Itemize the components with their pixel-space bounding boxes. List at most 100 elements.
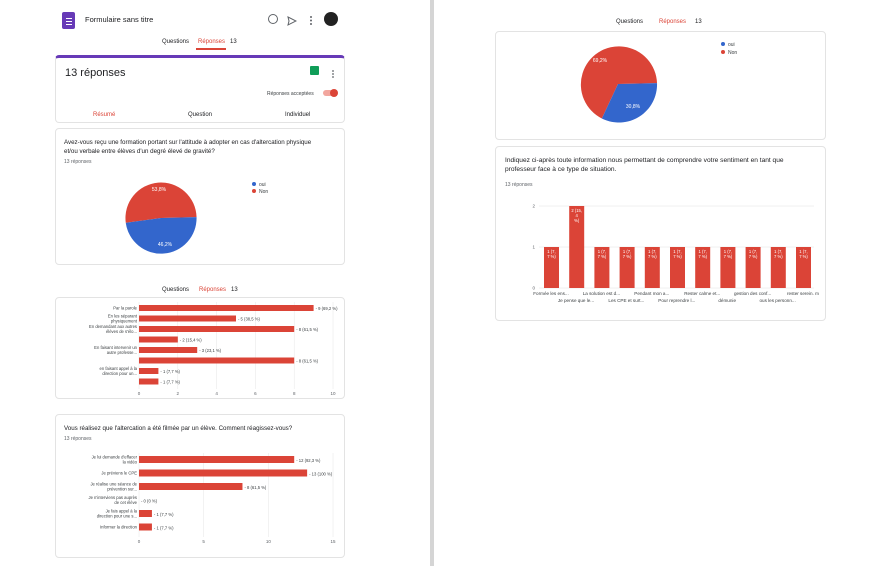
response-count: 13 réponses bbox=[505, 182, 533, 188]
x-tick-label: 4 bbox=[215, 391, 218, 396]
bar-value-label: 1 (7, bbox=[724, 249, 732, 254]
bar bbox=[770, 247, 786, 288]
tab-underline bbox=[196, 48, 226, 50]
y-tick-label: 1 bbox=[532, 245, 535, 250]
bar-value-label: 7 %) bbox=[799, 254, 808, 259]
category-label: en faisant appel à la bbox=[100, 366, 138, 371]
category-label: En faisant intervenir un bbox=[94, 345, 138, 350]
forms-logo-icon[interactable] bbox=[62, 12, 75, 29]
responses-count: 13 bbox=[230, 39, 237, 45]
x-tick-label: 2 bbox=[177, 391, 180, 396]
question-card-pie: 69,2% 30,8% oui Non bbox=[495, 31, 826, 140]
bar bbox=[569, 206, 585, 288]
view-individual[interactable]: Individuel bbox=[285, 112, 311, 118]
response-count: 13 réponses bbox=[64, 159, 92, 165]
responses-count: 13 bbox=[695, 19, 702, 25]
bar-value-label: 1 (7, bbox=[648, 249, 656, 254]
bar bbox=[796, 247, 811, 288]
x-tick-label: démunie bbox=[718, 298, 736, 303]
category-label: prévention sur... bbox=[107, 487, 137, 492]
legend-swatch-non bbox=[252, 189, 256, 193]
bar-value-label: 7 %) bbox=[774, 254, 783, 259]
bar-value-label: 7 %) bbox=[749, 254, 758, 259]
bar-chart: 0 5 10 15 - 12 (92,3 %) Je lui demande d'effa… bbox=[88, 453, 336, 544]
question-card-1: Avez-vous reçu une formation portant sur… bbox=[55, 128, 345, 265]
more-vert-icon[interactable] bbox=[331, 66, 335, 84]
x-tick-label: 10 bbox=[266, 539, 272, 544]
bar-value-label: 1 (7, bbox=[699, 249, 707, 254]
palette-icon[interactable] bbox=[268, 14, 278, 24]
bar bbox=[695, 247, 711, 288]
bar-value-label: 7 %) bbox=[724, 254, 733, 259]
x-tick-label: ous les personn... bbox=[759, 298, 795, 303]
question-title: Vous réalisez que l'altercation a été fi… bbox=[64, 425, 293, 432]
x-tick-label: Pendant mon a... bbox=[634, 291, 669, 296]
sheets-icon[interactable] bbox=[310, 66, 319, 75]
tab-questions[interactable]: Questions bbox=[616, 19, 644, 25]
bar-value-label: 1 (7, bbox=[749, 249, 757, 254]
category-label: élèves de s'élo... bbox=[106, 329, 137, 334]
bar bbox=[139, 368, 159, 374]
bar-value-label: 1 (7, bbox=[623, 249, 631, 254]
legend-label-non: Non bbox=[259, 189, 268, 195]
bar bbox=[619, 247, 635, 288]
bar-value-label: - 2 (15,4 %) bbox=[180, 338, 202, 343]
bar-value-label: 7 %) bbox=[673, 254, 682, 259]
category-label: En les séparant bbox=[108, 313, 138, 318]
bar-value-label: 1 (7, bbox=[673, 249, 681, 254]
bar-value-label: 1 (7, bbox=[774, 249, 782, 254]
bar bbox=[139, 336, 178, 343]
bar-value-label: 7 %) bbox=[547, 254, 556, 259]
tab-questions[interactable]: Questions bbox=[162, 287, 190, 293]
responses-count: 13 bbox=[231, 287, 238, 293]
category-label: Je lui demande d'effacer bbox=[92, 454, 138, 459]
more-vert-icon[interactable] bbox=[309, 13, 313, 31]
x-tick-label: 0 bbox=[138, 539, 141, 544]
bar bbox=[644, 247, 660, 288]
bar-chart: 0 2 4 6 8 10 - 9 (69,2 %) Par la parole - 5 (38,… bbox=[89, 302, 338, 396]
bar-value-label: - 1 (7,7 %) bbox=[160, 369, 180, 374]
category-label: Je préviens le CPE bbox=[101, 471, 137, 476]
accepting-toggle[interactable] bbox=[323, 89, 338, 97]
category-label: Je n'interviens pas auprès bbox=[88, 495, 137, 500]
legend-swatch-oui bbox=[721, 42, 725, 46]
category-label: direction pour un... bbox=[102, 371, 137, 376]
bar-value-label: - 9 (69,2 %) bbox=[316, 306, 338, 311]
x-tick-label: 10 bbox=[330, 391, 336, 396]
tab-responses[interactable]: Réponses bbox=[198, 39, 226, 45]
bar-value-label: 1 (7, bbox=[547, 249, 555, 254]
view-summary[interactable]: Résumé bbox=[93, 112, 116, 118]
responses-heading: 13 réponses bbox=[65, 67, 126, 79]
form-title[interactable]: Formulaire sans titre bbox=[85, 15, 154, 24]
category-label: la vidéo bbox=[123, 460, 138, 465]
avatar[interactable] bbox=[324, 12, 338, 26]
view-question[interactable]: Question bbox=[188, 112, 213, 118]
bar-value-label: - 5 (38,5 %) bbox=[238, 317, 260, 322]
pie-label-oui: 46,2% bbox=[158, 242, 173, 248]
response-count: 13 réponses bbox=[64, 436, 92, 442]
pie-slice-oui bbox=[125, 217, 197, 254]
bar-value-label: - 1 (7,7 %) bbox=[154, 512, 174, 517]
bar-value-label: - 13 (100 %) bbox=[309, 472, 333, 477]
legend-swatch-non bbox=[721, 50, 725, 54]
x-tick-label: rester serein. m bbox=[787, 291, 819, 296]
x-tick-label: 0 bbox=[138, 391, 141, 396]
tab-questions[interactable]: Questions bbox=[162, 39, 190, 45]
send-icon[interactable] bbox=[287, 13, 298, 31]
tab-responses[interactable]: Réponses bbox=[659, 19, 687, 25]
category-label: Je réalise une séance de bbox=[90, 481, 137, 486]
page-divider bbox=[430, 0, 434, 566]
bar-value-label: 1 (7, bbox=[598, 249, 606, 254]
legend-label-non: Non bbox=[728, 50, 737, 56]
bar-value-label: %) bbox=[574, 218, 580, 223]
x-tick-label: Formée les ens... bbox=[533, 291, 569, 296]
bar-value-label: 1 (7, bbox=[799, 249, 807, 254]
x-tick-label: La solution est d... bbox=[583, 291, 620, 296]
bar-value-label: 2 (15, bbox=[571, 208, 582, 213]
bar bbox=[139, 456, 295, 463]
pie-slice-oui bbox=[601, 83, 658, 123]
bar bbox=[139, 469, 308, 477]
category-label: Je fais appel à la bbox=[106, 508, 138, 513]
tab-responses[interactable]: Réponses bbox=[199, 287, 227, 293]
